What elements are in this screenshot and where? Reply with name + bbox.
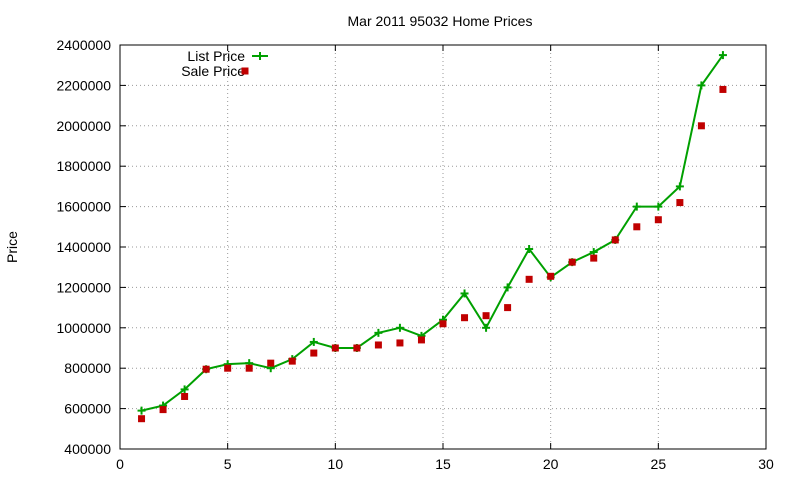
sale-price-point xyxy=(245,364,253,372)
legend-label-list-price: List Price xyxy=(187,48,245,64)
sale-price-point xyxy=(439,320,447,328)
list-price-point xyxy=(632,202,641,211)
sale-price-point xyxy=(310,349,318,357)
list-price-point xyxy=(482,323,491,332)
y-tick-label: 1000000 xyxy=(56,320,111,336)
sale-price-point xyxy=(568,258,576,266)
sale-price-point xyxy=(547,272,555,280)
y-tick-label: 400000 xyxy=(64,441,111,457)
sale-price-point xyxy=(267,359,275,367)
list-price-point xyxy=(180,385,189,394)
sale-price-point xyxy=(611,236,619,244)
sale-price-point xyxy=(331,344,339,352)
sale-price-point xyxy=(633,223,641,231)
list-price-point xyxy=(137,406,146,415)
axis-ticks: 400000 600000 800000 1000000 1200000 1400000 1… xyxy=(56,37,774,472)
legend-symbols xyxy=(241,52,268,75)
sale-price-point xyxy=(202,365,210,373)
y-tick-label: 1200000 xyxy=(56,279,111,295)
sale-price-point xyxy=(417,336,425,344)
sale-price-point xyxy=(697,122,705,130)
x-tick-label: 20 xyxy=(543,456,559,472)
sale-price-point xyxy=(374,341,382,349)
x-tick-label: 5 xyxy=(224,456,232,472)
sale-price-point xyxy=(288,357,296,365)
sale-price-point xyxy=(353,344,361,352)
sale-price-point xyxy=(224,364,232,372)
legend: List Price Sale Price xyxy=(181,48,268,79)
x-tick-label: 0 xyxy=(116,456,124,472)
sale-price-point xyxy=(676,199,684,207)
series-layer xyxy=(137,51,727,423)
chart-title: Mar 2011 95032 Home Prices xyxy=(348,13,533,29)
y-tick-label: 2000000 xyxy=(56,118,111,134)
list-price-point xyxy=(395,323,404,332)
list-price-point xyxy=(309,337,318,346)
y-tick-label: 1800000 xyxy=(56,158,111,174)
list-price-point xyxy=(374,328,383,337)
sale-price-point xyxy=(181,392,189,400)
grid-lines xyxy=(120,45,766,449)
sale-price-point xyxy=(654,216,662,224)
y-tick-label: 1600000 xyxy=(56,199,111,215)
sale-price-point xyxy=(159,406,167,414)
list-price-point xyxy=(525,245,534,254)
sale-price-point xyxy=(482,312,490,320)
list-price-point xyxy=(675,182,684,191)
list-price-point xyxy=(697,81,706,90)
x-tick-label: 15 xyxy=(435,456,451,472)
list-price-point xyxy=(654,202,663,211)
sale-price-point xyxy=(461,314,469,322)
sale-price-point xyxy=(396,339,404,347)
sale-price-point xyxy=(525,275,533,283)
y-tick-label: 2400000 xyxy=(56,37,111,53)
y-tick-label: 1400000 xyxy=(56,239,111,255)
list-price-point xyxy=(503,283,512,292)
sale-price-point xyxy=(719,85,727,93)
y-tick-label: 600000 xyxy=(64,401,111,417)
legend-label-sale-price: Sale Price xyxy=(181,63,245,79)
legend-swatch-list-price-marker xyxy=(256,52,264,60)
x-tick-label: 30 xyxy=(758,456,774,472)
x-tick-label: 10 xyxy=(328,456,344,472)
y-tick-label: 800000 xyxy=(64,360,111,376)
list-price-line xyxy=(141,54,724,412)
y-axis-label: Price xyxy=(4,231,20,263)
legend-swatch-sale-price xyxy=(241,67,249,75)
sale-price-point xyxy=(504,304,512,312)
x-tick-label: 25 xyxy=(651,456,667,472)
sale-price-point xyxy=(138,415,146,423)
list-price-point xyxy=(460,289,469,298)
sale-price-point xyxy=(590,254,598,262)
y-tick-label: 2200000 xyxy=(56,77,111,93)
list-price-point xyxy=(718,51,727,60)
